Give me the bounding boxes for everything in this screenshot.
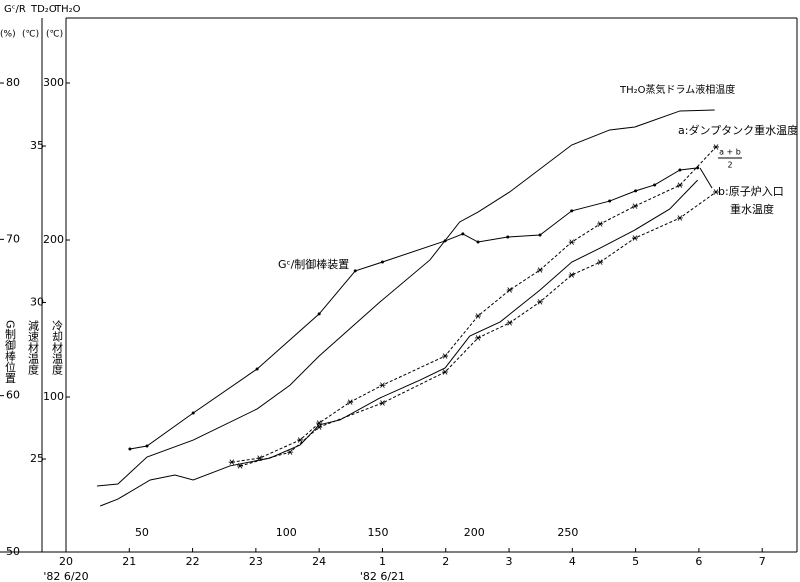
series-label: a:ダンプタンク重水温度 (678, 123, 798, 137)
x-tick-label: 22 (186, 555, 200, 568)
series-line (239, 191, 717, 467)
asterisk-marker (537, 267, 544, 273)
series-label: TH₂O蒸気ドラム液相温度 (619, 83, 735, 96)
asterisk-marker (676, 215, 683, 221)
asterisk-marker (537, 299, 544, 305)
x-tick-label: 5 (632, 555, 639, 568)
leader (699, 167, 713, 189)
asterisk-marker (506, 287, 513, 293)
point-marker (678, 168, 682, 172)
point-marker (145, 444, 149, 448)
asterisk-marker (631, 203, 638, 209)
point-marker (380, 260, 384, 264)
asterisk-marker (712, 189, 719, 195)
series-line (96, 109, 715, 487)
asterisk-marker (442, 353, 449, 359)
asterisk-marker (287, 449, 294, 455)
asterisk-marker (506, 320, 513, 326)
axis-unit: (℃) (46, 30, 63, 40)
y2-tick-label: 200 (43, 233, 64, 246)
axis-title: 冷却材温度 (51, 320, 64, 376)
y-tick-label: 50 (6, 545, 20, 558)
asterisk-marker (597, 221, 604, 227)
x-tick-label: 23 (249, 555, 263, 568)
asterisk-marker (297, 437, 304, 443)
point-marker (461, 232, 465, 236)
x-tick-label: 7 (759, 555, 766, 568)
point-marker (634, 189, 638, 193)
point-marker (538, 233, 542, 237)
y-tick-label: 60 (6, 389, 20, 402)
axis-header: TH₂O (54, 4, 81, 15)
asterisk-marker (442, 369, 449, 375)
point-marker (443, 239, 447, 243)
axis-title: G制御棒位置 (4, 320, 17, 384)
x-tick-label: 6 (695, 555, 702, 568)
y-tick-label: 70 (6, 232, 20, 245)
series-label: a + b (719, 148, 741, 157)
x2-label: 150 (368, 526, 389, 539)
x-tick-label: 4 (569, 555, 576, 568)
asterisk-marker (475, 335, 482, 341)
x2-label: 100 (276, 526, 297, 539)
asterisk-marker (475, 313, 482, 319)
x-tick-label: 21 (122, 555, 136, 568)
series-label: 2 (727, 161, 732, 170)
y3-tick-label: 30 (30, 296, 44, 309)
point-marker (353, 269, 357, 273)
axis-title: 減速材温度 (27, 319, 40, 376)
x-tick-label: 3 (506, 555, 513, 568)
point-marker (696, 166, 700, 170)
axis-unit: (℃) (22, 30, 39, 40)
asterisk-marker (228, 459, 235, 465)
asterisk-marker (347, 399, 354, 405)
axis-unit: (%) (0, 30, 16, 40)
series-line (99, 179, 698, 507)
point-marker (128, 447, 132, 451)
series-label: Gᶜ/制御棒装置 (278, 257, 349, 271)
asterisk-marker (631, 235, 638, 241)
point-marker (191, 411, 195, 415)
asterisk-marker (316, 424, 323, 430)
asterisk-marker (379, 382, 386, 388)
axis-header: TD₂O (30, 4, 57, 15)
asterisk-marker (568, 239, 575, 245)
x2-label: 250 (557, 526, 578, 539)
point-marker (608, 199, 612, 203)
x2-label: 200 (464, 526, 485, 539)
axis-header: Gᶜ/R (4, 4, 26, 15)
series-label: 重水温度 (730, 202, 774, 216)
x-tick-label: 2 (442, 555, 449, 568)
y2-tick-label: 300 (43, 76, 64, 89)
x2-label: 50 (135, 526, 149, 539)
date-label: '82 6/20 (43, 570, 88, 582)
point-marker (506, 235, 510, 239)
asterisk-marker (568, 272, 575, 278)
asterisk-marker (712, 144, 719, 150)
point-marker (653, 183, 657, 187)
y2-tick-label: 100 (43, 390, 64, 403)
series-line (129, 167, 698, 450)
point-marker (476, 240, 480, 244)
asterisk-marker (597, 259, 604, 265)
x-tick-label: 20 (59, 555, 73, 568)
x-tick-label: 1 (379, 555, 386, 568)
date-label: '82 6/21 (360, 570, 405, 582)
point-marker (317, 312, 321, 316)
y3-tick-label: 25 (30, 452, 44, 465)
asterisk-marker (379, 400, 386, 406)
series-label: b:原子炉入口 (718, 185, 784, 198)
y-tick-label: 80 (6, 76, 20, 89)
series-line (231, 146, 717, 463)
x-tick-label: 24 (312, 555, 326, 568)
asterisk-marker (676, 182, 683, 188)
point-marker (255, 367, 259, 371)
point-marker (570, 209, 574, 213)
asterisk-marker (237, 463, 244, 469)
y3-tick-label: 35 (30, 139, 44, 152)
